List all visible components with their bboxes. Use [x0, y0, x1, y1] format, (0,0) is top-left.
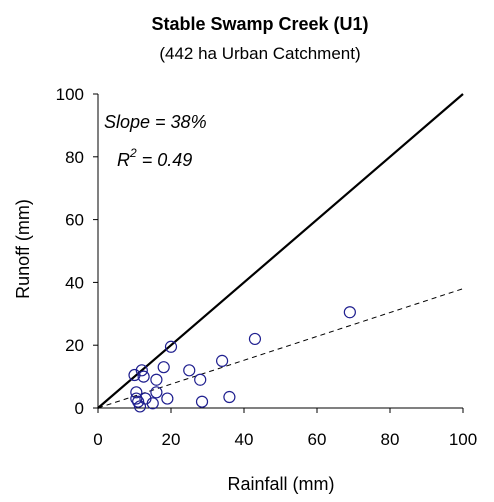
x-tick-label: 80 [381, 430, 400, 449]
data-point [223, 390, 236, 404]
data-point [248, 332, 262, 346]
data-point [164, 340, 178, 353]
data-point [157, 361, 170, 374]
data-point [130, 392, 143, 405]
x-tick-label: 20 [162, 430, 181, 449]
plot-area: 0 20 40 60 80 100 0 20 40 60 80 100 [56, 85, 478, 449]
r2-annotation: R2 = 0.49 [117, 146, 192, 170]
regression-line [97, 288, 464, 409]
data-point [130, 386, 143, 399]
r2-suffix: = 0.49 [137, 150, 193, 170]
x-tick-label: 60 [308, 430, 327, 449]
x-tick-label: 0 [93, 430, 102, 449]
data-point [137, 370, 150, 383]
x-axis-label: Rainfall (mm) [227, 474, 334, 494]
r2-prefix: R [117, 150, 130, 170]
r2-superscript: 2 [129, 146, 137, 160]
x-tick-label: 40 [235, 430, 254, 449]
y-tick-label: 80 [65, 148, 84, 167]
data-point [195, 395, 209, 408]
data-point [150, 373, 163, 386]
data-point [135, 364, 148, 377]
y-tick-label: 60 [65, 211, 84, 230]
y-axis-label: Runoff (mm) [13, 199, 33, 299]
x-tick-label: 100 [449, 430, 477, 449]
y-tick-label: 20 [65, 336, 84, 355]
data-point [161, 392, 174, 405]
chart-subtitle: (442 ha Urban Catchment) [159, 44, 360, 63]
y-tick-label: 40 [65, 273, 84, 292]
data-point [194, 373, 207, 386]
slope-annotation: Slope = 38% [104, 112, 207, 132]
data-point [146, 397, 159, 410]
data-point [150, 386, 163, 399]
y-tick-label: 0 [75, 399, 84, 418]
one-to-one-line [97, 93, 464, 409]
data-point [216, 354, 229, 367]
data-point [183, 364, 196, 377]
data-point [343, 306, 356, 319]
chart-title: Stable Swamp Creek (U1) [151, 14, 368, 34]
y-tick-label: 100 [56, 85, 84, 104]
